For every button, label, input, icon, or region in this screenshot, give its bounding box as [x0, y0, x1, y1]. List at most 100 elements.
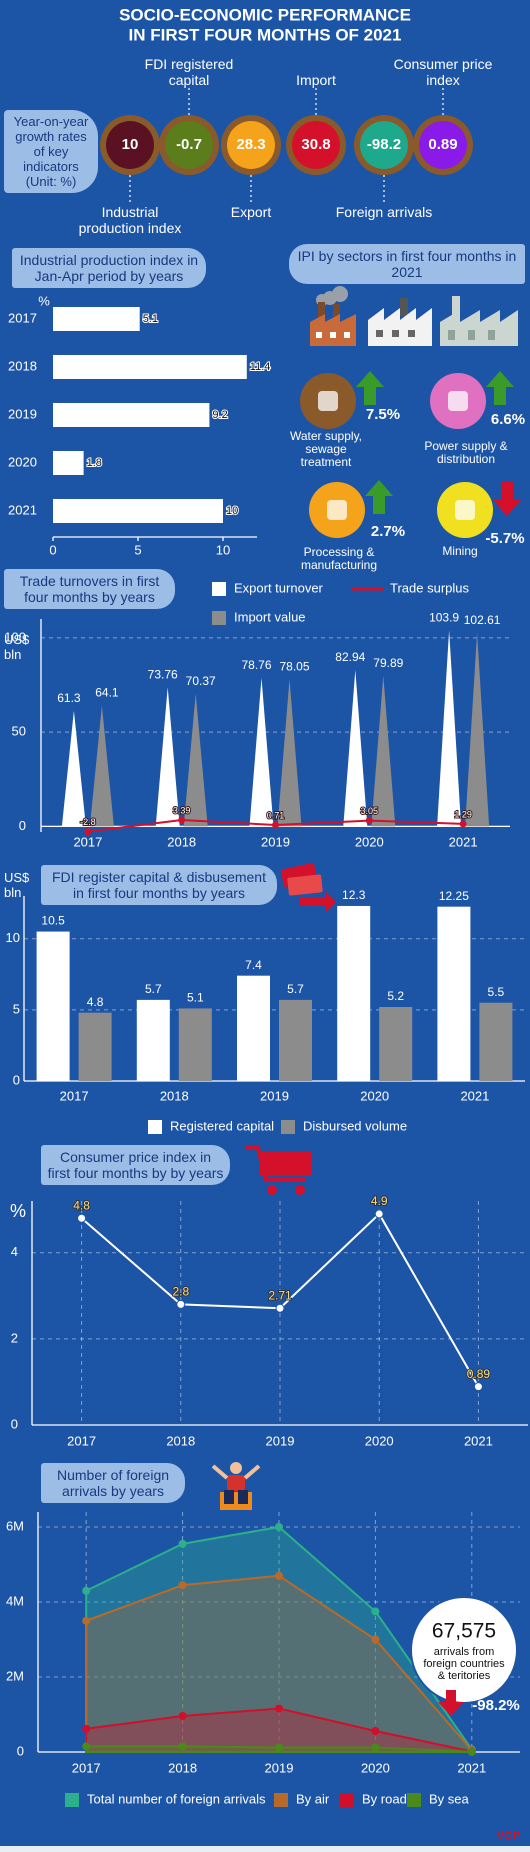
sector-arrow	[493, 482, 521, 516]
x-tick-label: 10	[216, 542, 230, 557]
value-label: 5.2	[387, 989, 404, 1003]
annotation-text: arrivals from foreign countries & terito…	[423, 1646, 505, 1682]
point	[82, 1724, 91, 1733]
y-tick-label: 0	[11, 1416, 18, 1431]
unit-label: %	[38, 293, 50, 308]
legend-swatch	[340, 1793, 354, 1807]
indicator-circle	[292, 121, 340, 169]
y-tick-label: 4M	[6, 1593, 24, 1608]
x-tick-label: 2021	[449, 834, 478, 849]
bar	[479, 1002, 513, 1081]
value-label: 61.3	[57, 691, 81, 705]
annotation-circle	[410, 1596, 518, 1704]
legend-swatch	[65, 1793, 79, 1807]
point	[275, 1303, 285, 1313]
point	[374, 1209, 384, 1219]
bar	[53, 355, 247, 379]
point	[467, 1747, 476, 1756]
x-tick-label: 2017	[72, 1760, 101, 1775]
value-label: 70.37	[186, 674, 216, 688]
value-label: 7.4	[245, 958, 262, 972]
indicator-circle	[360, 121, 408, 169]
point	[82, 1742, 91, 1751]
sector-icon	[318, 391, 338, 411]
y-tick-label: 2	[11, 1330, 18, 1345]
point	[272, 821, 279, 829]
x-tick-label: 2019	[260, 1088, 289, 1103]
bar	[53, 403, 210, 427]
x-tick-label: 2021	[464, 1433, 493, 1448]
y-tick-label: 2017	[8, 310, 37, 325]
chart-title: Consumer price index in first four month…	[41, 1145, 230, 1185]
sector-value: 6.6%	[491, 411, 525, 428]
bar	[237, 975, 270, 1081]
point	[365, 817, 373, 825]
sector-value: -5.7%	[485, 530, 524, 547]
section-title: IPI by sectors in first four months in 2…	[289, 244, 525, 284]
point	[275, 1743, 283, 1752]
legend-swatch	[407, 1793, 421, 1807]
title-line: IN FIRST FOUR MONTHS OF 2021	[129, 25, 402, 44]
legend-label: Total number of foreign arrivals	[87, 1791, 266, 1806]
value-label: 5.5	[488, 985, 505, 999]
triangle-bar	[465, 632, 490, 827]
x-tick-label: 2018	[167, 834, 196, 849]
legend-label: Import value	[234, 609, 306, 624]
sector-label: Water supply, sewage treatment	[289, 429, 363, 469]
annotation-value: 67,575	[432, 1620, 496, 1643]
value-label: 103.9	[429, 611, 459, 625]
value-label: 10	[226, 505, 238, 517]
indicator-label: FDI registered capital	[144, 56, 234, 88]
x-tick-label: 2018	[168, 1760, 197, 1775]
y-axis-label: %	[10, 1201, 27, 1221]
y-tick-label: 50	[12, 724, 26, 739]
value-label: 9.2	[212, 409, 227, 421]
indicator-circle	[165, 121, 213, 169]
indicator-caption: Year-on-year growth rates of key indicat…	[4, 110, 98, 193]
legend-label: Registered capital	[170, 1118, 274, 1133]
triangle-bar	[437, 630, 462, 827]
traveller-icon	[211, 1462, 261, 1510]
value-label: 1.29	[454, 809, 472, 819]
y-tick-label: 6M	[6, 1518, 24, 1533]
y-tick-label: 0	[19, 818, 26, 833]
triangle-bar	[343, 670, 368, 827]
y-axis-label: US$ bln	[4, 870, 30, 900]
point	[275, 1704, 283, 1713]
x-tick-label: 2020	[365, 1433, 394, 1448]
indicator-label: Foreign arrivals	[335, 204, 433, 220]
indicator-label: Industrial production index	[78, 204, 182, 236]
sector-arrow	[486, 371, 514, 405]
point	[178, 1581, 187, 1590]
y-axis-label: US$ bln	[4, 632, 30, 662]
indicator-value: 0.89	[428, 136, 457, 153]
y-tick-label: 10	[6, 930, 20, 945]
point	[82, 1586, 91, 1595]
point	[371, 1743, 380, 1752]
legend-label: Trade surplus	[390, 580, 469, 595]
indicator-value: -0.7	[176, 136, 202, 153]
triangle-bar	[277, 679, 302, 827]
point	[176, 1299, 186, 1309]
point	[371, 1635, 380, 1644]
legend-label: Disbursed volume	[303, 1118, 407, 1133]
legend-label: By sea	[429, 1791, 470, 1806]
point	[178, 1712, 187, 1720]
sector-label: Processing & manufacturing	[300, 545, 378, 572]
sector-arrow	[356, 371, 384, 405]
indicator-circle	[419, 121, 467, 169]
value-label: 102.61	[464, 613, 501, 627]
value-label: 12.3	[342, 888, 366, 902]
bar	[379, 1007, 413, 1081]
x-tick-label: 2019	[265, 1760, 294, 1775]
point	[84, 828, 92, 836]
bar	[53, 451, 84, 475]
sector-icon	[455, 500, 475, 520]
legend-label: Export turnover	[234, 580, 324, 595]
point	[371, 1727, 380, 1735]
x-tick-label: 2018	[166, 1433, 195, 1448]
title-line: SOCIO-ECONOMIC PERFORMANCE	[119, 5, 411, 24]
value-label: 64.1	[95, 686, 119, 700]
